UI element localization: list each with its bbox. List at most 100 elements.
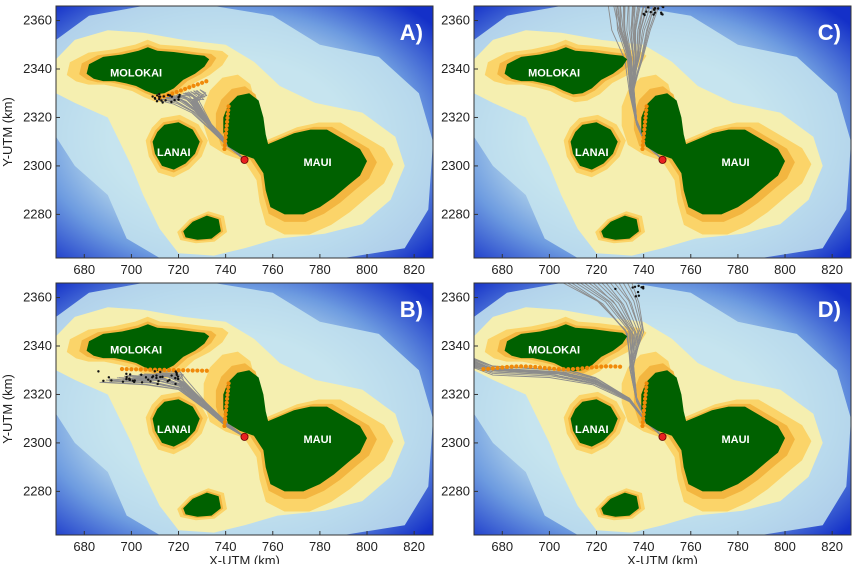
island-maui [223,370,367,492]
stranded-particle [580,366,585,371]
end-particle [125,375,128,379]
end-particle [161,375,164,379]
end-particle [661,6,665,9]
island-label-molokai: MOLOKAI [528,344,580,356]
x-tick-label: 680 [73,539,95,554]
island-kahoolawe [183,492,221,517]
stranded-particle [191,83,196,88]
end-particle [151,95,154,98]
stranded-particle [640,146,645,152]
stranded-particle [547,366,552,371]
x-tick-label: 680 [491,539,513,554]
stranded-particle [134,367,139,372]
stranded-particle [509,364,514,369]
particle-track [191,90,245,161]
stranded-particle [195,368,200,373]
end-particle [97,370,100,373]
stranded-particle [187,85,192,90]
x-axis-label: X-UTM (km) [209,553,280,564]
end-particle [155,376,158,380]
y-tick-label: 2360 [23,13,52,28]
stranded-particle [199,368,205,373]
stranded-particle [176,368,181,373]
end-particle [151,376,154,379]
x-tick-label: 720 [586,262,608,277]
stranded-particle [190,368,195,373]
end-particle [174,376,177,380]
stranded-particle [222,146,227,152]
stranded-particle [124,367,129,372]
stranded-particle [148,367,153,372]
end-particle [125,377,128,381]
y-tick-label: 2320 [441,386,470,401]
stranded-particle [225,392,230,398]
map-panel-a: MOLOKAI LANAI MAUI A) 680 700 720 740 760 780 800 8… [0,5,434,277]
stranded-particle [643,119,648,124]
island-label-molokai: MOLOKAI [110,344,162,356]
end-particle [649,10,652,14]
y-tick-label: 2280 [23,206,52,221]
x-tick-label: 800 [774,539,796,554]
panel-label: A) [400,20,423,45]
end-particle [131,379,135,382]
island-molokai [86,324,210,372]
stranded-particle [641,135,646,140]
island-label-lanai: LANAI [575,424,609,436]
stranded-particle [519,364,524,369]
stranded-particle [644,108,649,113]
end-particle [642,285,645,289]
y-tick-label: 2340 [23,61,52,76]
x-tick-label: 700 [121,262,143,277]
stranded-particle [641,408,647,413]
stranded-particle [490,366,495,371]
stranded-particle [183,86,188,92]
x-tick-label: 680 [491,262,513,277]
island-label-lanai: LANAI [575,147,609,159]
stranded-particle [642,400,647,405]
end-particle [645,10,648,13]
x-tick-label: 820 [403,539,425,554]
end-particle [140,381,144,384]
stranded-particle [174,89,179,95]
x-tick-label: 740 [633,539,655,554]
stranded-particle [643,111,648,117]
stranded-particle [642,404,647,409]
stranded-particle [224,127,229,132]
stranded-particle [129,367,134,372]
end-particle [153,96,157,100]
x-tick-label: 780 [727,539,749,554]
y-tick-label: 2340 [441,338,470,353]
release-point [240,432,249,441]
end-particle [656,7,660,10]
end-particle [158,92,161,96]
y-tick-label: 2300 [441,158,470,173]
stranded-particle [225,396,230,401]
x-tick-label: 760 [680,262,702,277]
x-tick-label: 820 [821,539,843,554]
stranded-particle [185,368,191,373]
stranded-particle [640,142,645,148]
x-tick-label: 720 [168,262,190,277]
end-particle [144,376,148,379]
x-tick-label: 700 [539,262,561,277]
y-tick-label: 2340 [23,338,52,353]
stranded-particle [486,366,491,371]
x-axis-label: X-UTM (km) [627,553,698,564]
stranded-particle [642,127,647,132]
stranded-particle [195,82,200,87]
stranded-particle [617,364,623,369]
x-tick-label: 820 [403,262,425,277]
stranded-particle [222,419,227,425]
end-particle [146,378,150,381]
stranded-particle [224,404,229,409]
stranded-particle [585,365,590,370]
end-particle [128,377,131,380]
end-particle [633,285,637,289]
stranded-particle [138,367,143,372]
end-particle [614,287,617,291]
plot-frame [55,282,434,536]
stranded-particle [223,416,228,421]
y-tick-label: 2280 [441,206,470,221]
stranded-particle [181,368,186,373]
